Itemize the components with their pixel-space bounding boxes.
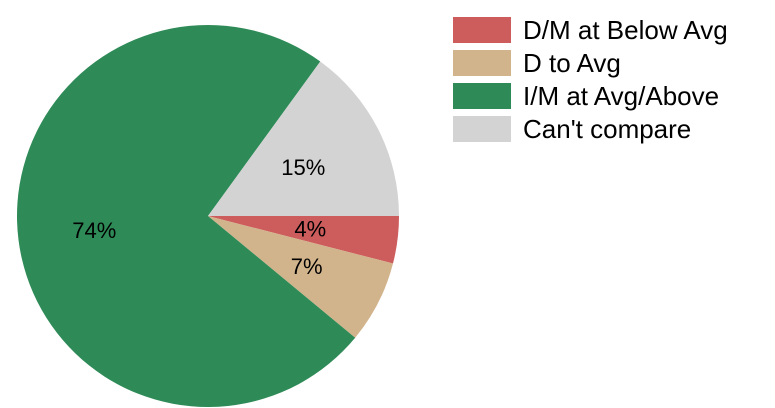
slice-label-d-m-at-below-avg: 4%: [294, 216, 326, 241]
pie-slices: [17, 24, 399, 407]
slice-label-can-t-compare: 15%: [281, 155, 325, 180]
slice-label-d-to-avg: 7%: [291, 254, 323, 279]
legend-swatch: [453, 116, 511, 142]
legend-label: D to Avg: [523, 48, 621, 78]
pie-slice-i-m-at-avg-above: [17, 24, 356, 407]
legend-swatch: [453, 83, 511, 109]
pie-slice-labels: 4% 7% 74% 15%: [72, 155, 326, 279]
legend-item-can-t-compare: Can't compare: [453, 114, 691, 144]
legend-label: Can't compare: [523, 114, 691, 144]
legend-swatch: [453, 17, 511, 43]
pie-slice-d-to-avg: [208, 216, 393, 338]
slice-label-i-m-at-avg-above: 74%: [72, 218, 116, 243]
legend-swatch: [453, 50, 511, 76]
pie-slice-can-t-compare: [208, 61, 399, 216]
legend-item-i-m-at-avg-above: I/M at Avg/Above: [453, 81, 719, 111]
legend-label: D/M at Below Avg: [523, 15, 728, 45]
legend-item-d-to-avg: D to Avg: [453, 48, 621, 78]
pie-slice-d-m-at-below-avg: [208, 216, 399, 264]
legend-item-d-m-at-below-avg: D/M at Below Avg: [453, 15, 728, 45]
legend-label: I/M at Avg/Above: [523, 81, 719, 111]
